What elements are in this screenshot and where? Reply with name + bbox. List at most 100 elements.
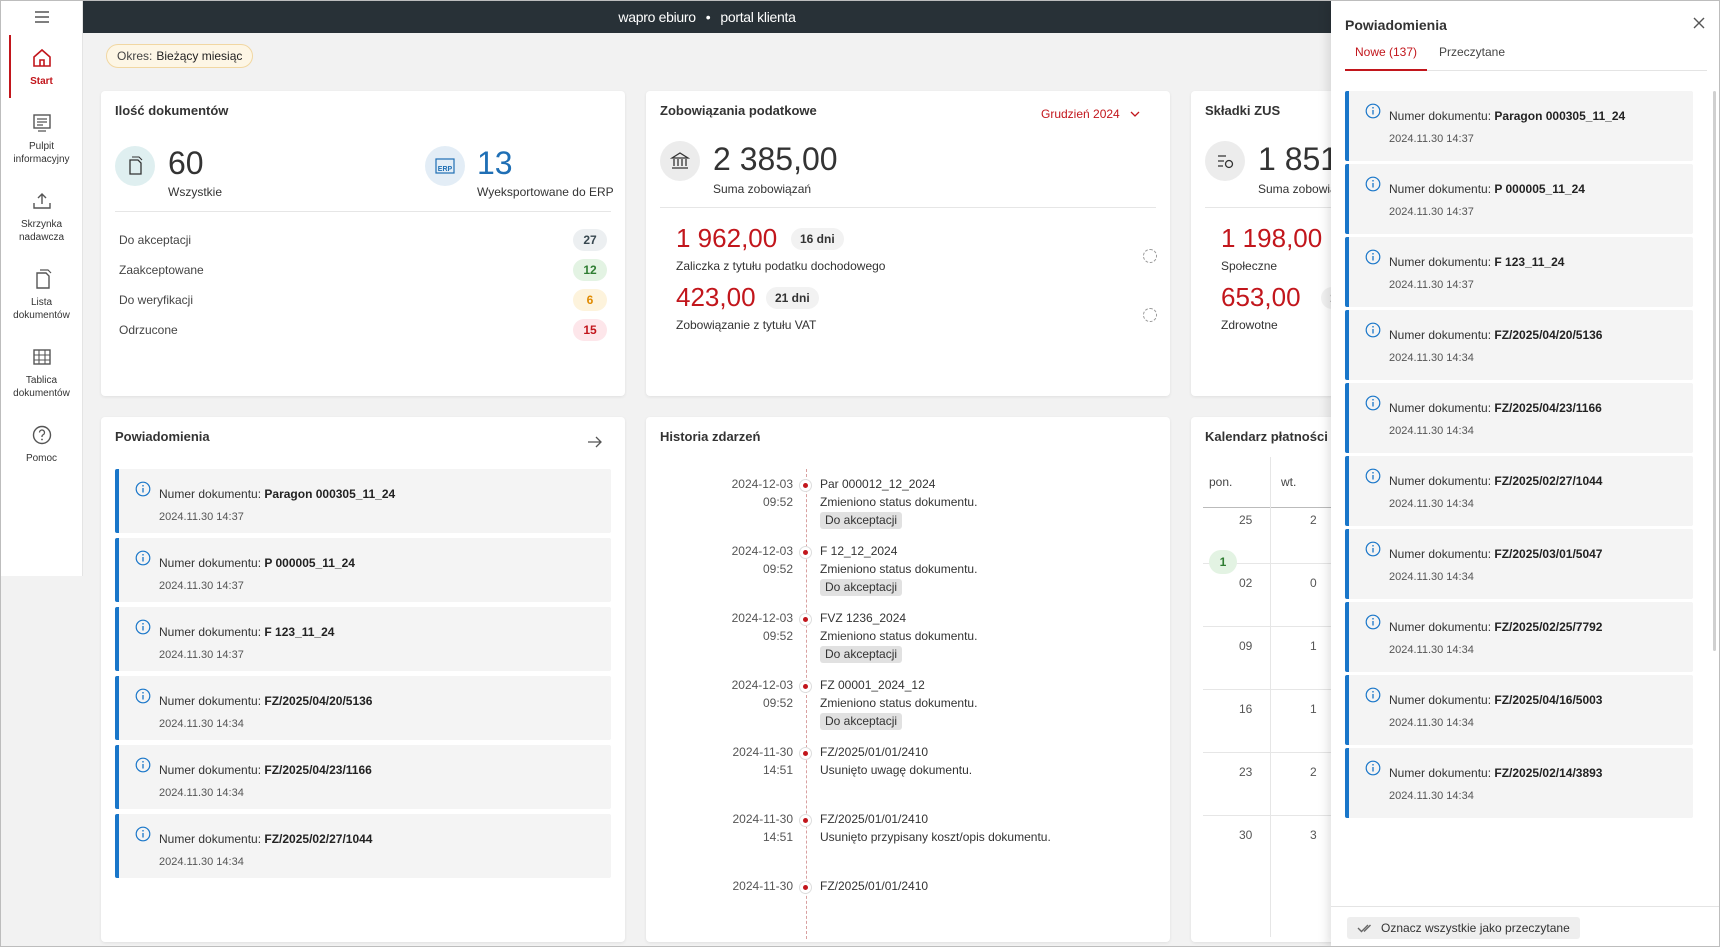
notification-item[interactable]: Numer dokumentu: F 123_11_24 2024.11.30 1… bbox=[115, 607, 611, 671]
sidebar-item-documents-board[interactable]: Tablica dokumentów bbox=[1, 332, 82, 410]
tax-amount: 1 962,00 bbox=[676, 223, 778, 253]
tax-liabilities-card: Zobowiązania podatkowe Grudzień 2024 2 3… bbox=[646, 91, 1170, 396]
notification-item[interactable]: Numer dokumentu: FZ/2025/04/20/5136 2024.… bbox=[115, 676, 611, 740]
calendar-day[interactable]: 2 bbox=[1310, 513, 1317, 527]
notification-item[interactable]: Numer dokumentu: FZ/2025/04/23/1166 2024.… bbox=[1345, 383, 1693, 453]
notification-item[interactable]: Numer dokumentu: Paragon 000305_11_24 202… bbox=[115, 469, 611, 533]
notification-item[interactable]: Numer dokumentu: FZ/2025/02/14/3893 2024.… bbox=[1345, 748, 1693, 818]
history-datetime: 2024-11-30 bbox=[733, 877, 794, 895]
notification-item[interactable]: Numer dokumentu: Paragon 000305_11_24 202… bbox=[1345, 91, 1693, 161]
documents-icon bbox=[31, 268, 53, 290]
sidebar-item-start[interactable]: Start bbox=[1, 33, 82, 98]
calendar-day[interactable]: 30 bbox=[1239, 828, 1253, 842]
menu-toggle-button[interactable] bbox=[1, 1, 82, 33]
notification-item[interactable]: Numer dokumentu: FZ/2025/02/27/1044 2024.… bbox=[115, 814, 611, 878]
notification-prefix: Numer dokumentu: bbox=[159, 694, 262, 708]
week-divider bbox=[1203, 626, 1391, 627]
open-notifications-button[interactable] bbox=[587, 435, 603, 452]
sidebar-item-help[interactable]: Pomoc bbox=[1, 410, 82, 475]
notification-item[interactable]: Numer dokumentu: FZ/2025/04/20/5136 2024.… bbox=[1345, 310, 1693, 380]
notification-date: 2024.11.30 14:34 bbox=[1389, 790, 1474, 802]
history-document[interactable]: F 12_12_2024 bbox=[820, 544, 898, 558]
tab-label: Przeczytane bbox=[1439, 45, 1506, 59]
weekday-header: pon. bbox=[1209, 475, 1233, 489]
history-content: FZ 00001_2024_12 Zmieniono status dokumen… bbox=[820, 676, 977, 730]
erp-documents-count: 13 bbox=[477, 145, 513, 181]
history-document[interactable]: FZ 00001_2024_12 bbox=[820, 678, 925, 692]
event-badge[interactable]: 1 bbox=[1209, 550, 1237, 574]
documents-count-card: Ilość dokumentów 60 Wszystkie ERP 13 Wye… bbox=[101, 91, 625, 396]
calendar-day[interactable]: 1 bbox=[1310, 702, 1317, 716]
notification-item[interactable]: Numer dokumentu: P 000005_11_24 2024.11.3… bbox=[115, 538, 611, 602]
notification-date: 2024.11.30 14:37 bbox=[1389, 133, 1474, 145]
weekday-header: wt. bbox=[1281, 475, 1297, 489]
notification-text: Numer dokumentu: Paragon 000305_11_24 bbox=[1389, 109, 1625, 123]
notification-item[interactable]: Numer dokumentu: FZ/2025/02/25/7792 2024.… bbox=[1345, 602, 1693, 672]
info-icon bbox=[1365, 322, 1381, 341]
sidebar-item-label: Skrzynka nadawcza bbox=[18, 219, 65, 243]
history-document[interactable]: Par 000012_12_2024 bbox=[820, 477, 936, 491]
status-label: Do weryfikacji bbox=[119, 292, 194, 307]
tab-read[interactable]: Przeczytane bbox=[1429, 45, 1515, 71]
status-row[interactable]: Odrzucone 15 bbox=[119, 313, 607, 346]
history-time: 14:51 bbox=[762, 830, 793, 844]
info-icon bbox=[135, 619, 151, 638]
info-icon bbox=[1365, 468, 1381, 487]
history-content: FZ/2025/01/01/2410 bbox=[820, 877, 928, 895]
sidebar-item-outbox[interactable]: Skrzynka nadawcza bbox=[1, 176, 82, 254]
month-value: Grudzień 2024 bbox=[1041, 107, 1120, 121]
notification-date: 2024.11.30 14:34 bbox=[159, 856, 244, 868]
zus-label: Społeczne bbox=[1221, 259, 1278, 273]
notification-item[interactable]: Numer dokumentu: FZ/2025/04/23/1166 2024.… bbox=[115, 745, 611, 809]
calendar-day[interactable]: 25 bbox=[1239, 513, 1253, 527]
calendar-day[interactable]: 23 bbox=[1239, 765, 1253, 779]
mark-all-read-button[interactable]: Oznacz wszystkie jako przeczytane bbox=[1347, 917, 1580, 939]
notification-date: 2024.11.30 14:37 bbox=[1389, 206, 1474, 218]
notification-text: Numer dokumentu: FZ/2025/02/14/3893 bbox=[1389, 766, 1602, 780]
history-document[interactable]: FZ/2025/01/01/2410 bbox=[820, 879, 929, 893]
zus-amount: 1 198,00 bbox=[1221, 223, 1323, 253]
notification-item[interactable]: Numer dokumentu: F 123_11_24 2024.11.30 1… bbox=[1345, 237, 1693, 307]
notification-document: FZ/2025/03/01/5047 bbox=[1494, 547, 1603, 561]
sidebar-item-pulpit[interactable]: Pulpit informacyjny bbox=[1, 98, 82, 176]
history-entry: 2024-12-03 09:52 FVZ 1236_2024 Zmieniono st… bbox=[646, 609, 1166, 673]
notification-tabs: Nowe (137) Przeczytane bbox=[1345, 45, 1707, 71]
notification-item[interactable]: Numer dokumentu: FZ/2025/04/16/5003 2024.… bbox=[1345, 675, 1693, 745]
tax-label: Zobowiązanie z tytułu VAT bbox=[676, 318, 817, 332]
notification-text: Numer dokumentu: FZ/2025/03/01/5047 bbox=[1389, 547, 1602, 561]
notification-item[interactable]: Numer dokumentu: FZ/2025/03/01/5047 2024.… bbox=[1345, 529, 1693, 599]
panel-notification-list[interactable]: Numer dokumentu: Paragon 000305_11_24 202… bbox=[1345, 91, 1695, 903]
calendar-day[interactable]: 09 bbox=[1239, 639, 1253, 653]
zus-total-label: Suma zobowia bbox=[1258, 182, 1337, 196]
card-title: Historia zdarzeń bbox=[660, 429, 761, 444]
calendar-day[interactable]: 2 bbox=[1310, 765, 1317, 779]
info-icon bbox=[135, 757, 151, 776]
history-document[interactable]: FZ/2025/01/01/2410 bbox=[820, 812, 929, 826]
notification-prefix: Numer dokumentu: bbox=[1389, 401, 1492, 415]
calendar-day[interactable]: 02 bbox=[1239, 576, 1253, 590]
close-button[interactable] bbox=[1693, 17, 1705, 32]
status-row[interactable]: Zaakceptowane 12 bbox=[119, 253, 607, 286]
notification-item[interactable]: Numer dokumentu: P 000005_11_24 2024.11.3… bbox=[1345, 164, 1693, 234]
notification-date: 2024.11.30 14:34 bbox=[1389, 425, 1474, 437]
notification-document: FZ/2025/02/25/7792 bbox=[1494, 620, 1603, 634]
notification-document: FZ/2025/04/20/5136 bbox=[264, 694, 373, 708]
calendar-day[interactable]: 0 bbox=[1310, 576, 1317, 590]
sidebar-item-documents-list[interactable]: Lista dokumentów bbox=[1, 254, 82, 332]
history-document[interactable]: FZ/2025/01/01/2410 bbox=[820, 745, 929, 759]
calendar-day[interactable]: 16 bbox=[1239, 702, 1253, 716]
card-title: Ilość dokumentów bbox=[115, 103, 229, 118]
scrollbar[interactable] bbox=[1713, 91, 1716, 651]
period-filter[interactable]: Okres: Bieżący miesiąc bbox=[106, 44, 254, 68]
month-select[interactable]: Grudzień 2024 bbox=[1041, 107, 1140, 121]
notification-item[interactable]: Numer dokumentu: FZ/2025/02/27/1044 2024.… bbox=[1345, 456, 1693, 526]
history-time: 14:51 bbox=[762, 763, 793, 777]
calendar-day[interactable]: 3 bbox=[1310, 828, 1317, 842]
calendar-day[interactable]: 1 bbox=[1310, 639, 1317, 653]
week-divider bbox=[1203, 815, 1391, 816]
status-row[interactable]: Do akceptacji 27 bbox=[119, 223, 607, 256]
history-date: 2024-11-30 bbox=[732, 745, 794, 759]
history-document[interactable]: FVZ 1236_2024 bbox=[820, 611, 907, 625]
status-row[interactable]: Do weryfikacji 6 bbox=[119, 283, 607, 316]
tab-new[interactable]: Nowe (137) bbox=[1345, 45, 1428, 71]
